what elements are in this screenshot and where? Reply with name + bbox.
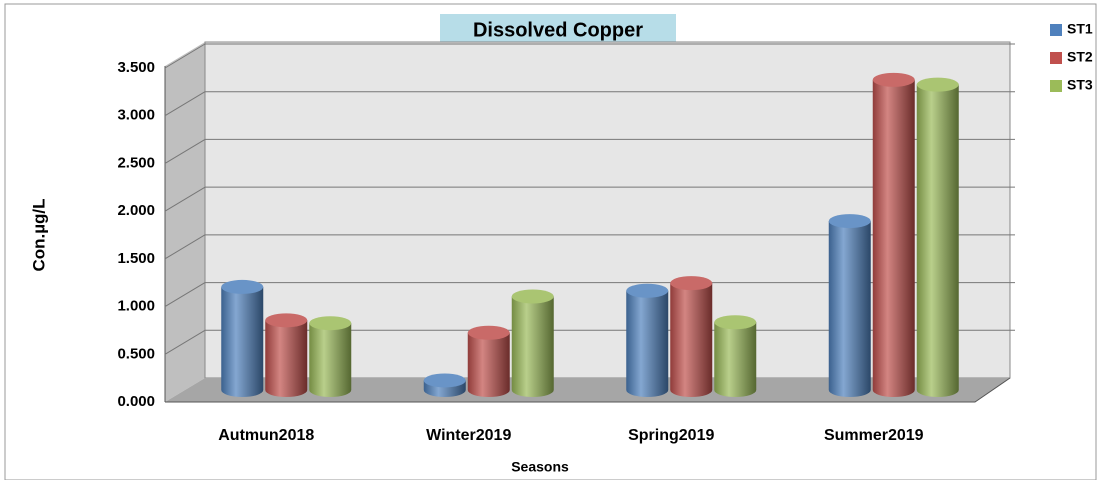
bar-top: [265, 313, 308, 328]
chart-title: Dissolved Copper: [473, 19, 643, 41]
bar: [221, 286, 264, 397]
grid-line-side: [164, 186, 206, 212]
y-tick-label: 2.000: [117, 202, 155, 219]
x-tick-label: Spring2019: [628, 427, 714, 444]
y-tick-label: 2.500: [117, 154, 155, 171]
y-tick-label: 1.000: [117, 298, 155, 315]
grid-line-side: [164, 329, 206, 355]
x-tick-label: Summer2019: [824, 427, 924, 444]
y-tick-label: 3.500: [117, 59, 155, 76]
bar-top: [309, 316, 352, 331]
bar-top: [714, 315, 757, 330]
grid-line-side: [164, 43, 206, 69]
x-axis-label: Seasons: [511, 459, 569, 475]
legend-swatch: [1050, 24, 1062, 36]
legend-label: ST1: [1067, 21, 1093, 37]
bar: [916, 84, 959, 397]
bar: [714, 322, 757, 397]
bar: [872, 79, 915, 397]
title-box: [440, 14, 676, 46]
bar: [626, 290, 669, 397]
bar-top: [670, 276, 713, 291]
y-axis-label: Con.µg/L: [29, 198, 48, 271]
grid-line-side: [164, 138, 206, 164]
legend-swatch: [1050, 80, 1062, 92]
bar: [670, 283, 713, 397]
legend-swatch: [1050, 52, 1062, 64]
side-wall: [165, 42, 205, 402]
bar: [467, 332, 510, 397]
x-tick-label: Winter2019: [426, 427, 511, 444]
bar-top: [626, 283, 669, 298]
bar-top: [828, 214, 871, 229]
y-tick-label: 1.500: [117, 250, 155, 267]
bar-top: [511, 289, 554, 304]
x-tick-label: Autmun2018: [218, 427, 314, 444]
grid-line-side: [164, 91, 206, 117]
bar-top: [916, 77, 959, 92]
grid-line-side: [164, 282, 206, 308]
bar: [511, 296, 554, 397]
y-tick-label: 0.500: [117, 345, 155, 362]
x-axis-line: [165, 377, 1011, 403]
bar: [828, 221, 871, 397]
legend-label: ST2: [1067, 49, 1093, 65]
y-tick-label: 3.000: [117, 107, 155, 124]
legend-label: ST3: [1067, 77, 1093, 93]
bar-top: [467, 325, 510, 340]
grid-line-side: [164, 234, 206, 260]
bar-top: [221, 279, 264, 294]
bar-top: [872, 72, 915, 87]
floor: [165, 378, 1010, 402]
bar: [309, 323, 352, 397]
bar: [265, 320, 308, 397]
y-tick-label: 0.000: [117, 393, 155, 410]
bar-top: [423, 373, 466, 388]
